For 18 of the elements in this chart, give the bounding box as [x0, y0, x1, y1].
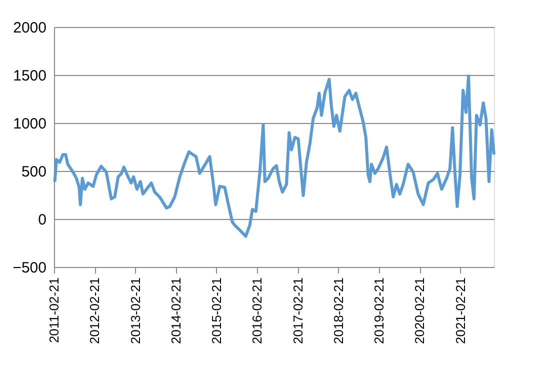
- x-tick-label: 2019-02-21: [371, 278, 386, 344]
- x-tick-label: 2012-02-21: [87, 278, 102, 344]
- y-tick-label: 1500: [13, 68, 46, 84]
- x-tick-label: 2014-02-21: [168, 278, 184, 344]
- y-tick-label: 1000: [13, 116, 46, 132]
- x-tick-label: 2017-02-21: [290, 278, 306, 344]
- y-tick-label: −500: [12, 260, 46, 276]
- x-tick-label: 2018-02-21: [330, 278, 346, 344]
- x-tick-label: 2020-02-21: [412, 278, 428, 344]
- y-tick-label: 500: [21, 164, 46, 180]
- x-tick-label: 2015-02-21: [208, 278, 224, 344]
- x-tick-label: 2013-02-21: [128, 278, 143, 344]
- x-tick-label: 2011-02-21: [46, 278, 62, 344]
- y-tick-label: 0: [38, 212, 46, 228]
- x-tick-label: 2016-02-21: [250, 278, 265, 344]
- x-tick-label: 2021-02-21: [452, 278, 468, 344]
- line-series: [53, 74, 496, 238]
- y-tick-label: 2000: [13, 20, 46, 36]
